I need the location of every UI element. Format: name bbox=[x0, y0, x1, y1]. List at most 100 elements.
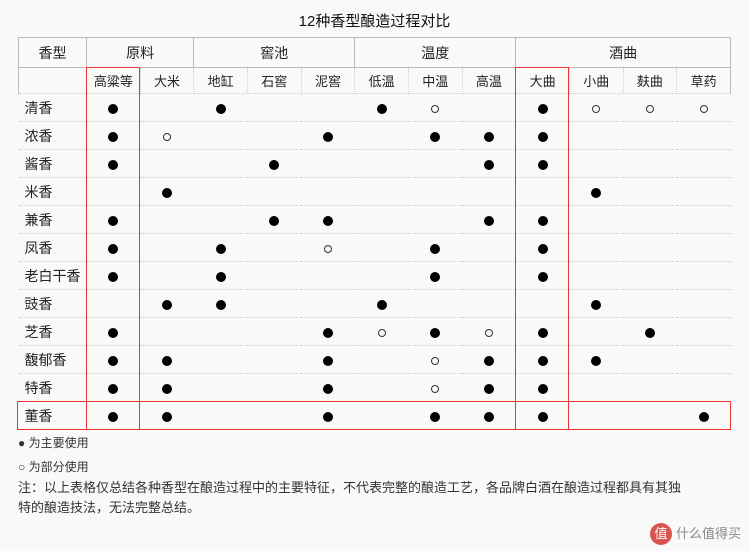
cell bbox=[247, 290, 301, 318]
dot-filled-icon bbox=[216, 104, 226, 114]
cell bbox=[516, 402, 570, 430]
sub-header bbox=[19, 68, 87, 94]
cell bbox=[569, 178, 623, 206]
cell bbox=[194, 150, 248, 178]
cell bbox=[301, 318, 355, 346]
cell bbox=[301, 346, 355, 374]
dot-filled-icon bbox=[538, 328, 548, 338]
cell bbox=[355, 374, 409, 402]
cell bbox=[247, 402, 301, 430]
cell bbox=[140, 262, 194, 290]
cell bbox=[247, 346, 301, 374]
row-label: 浓香 bbox=[19, 122, 87, 150]
sub-header: 高温 bbox=[462, 68, 516, 94]
cell bbox=[301, 178, 355, 206]
group-header-row: 香型原料窖池温度酒曲 bbox=[19, 38, 731, 68]
group-header: 酒曲 bbox=[516, 38, 731, 68]
dot-filled-icon bbox=[108, 104, 118, 114]
sub-header: 中温 bbox=[408, 68, 462, 94]
cell bbox=[462, 374, 516, 402]
cell bbox=[87, 262, 141, 290]
cell bbox=[301, 290, 355, 318]
dot-filled-icon bbox=[484, 216, 494, 226]
table-row: 兼香 bbox=[19, 206, 731, 234]
group-header: 原料 bbox=[87, 38, 194, 68]
dot-filled-icon bbox=[323, 356, 333, 366]
cell bbox=[301, 234, 355, 262]
cell bbox=[623, 206, 677, 234]
row-label: 老白干香 bbox=[19, 262, 87, 290]
dot-filled-icon bbox=[484, 160, 494, 170]
dot-filled-icon bbox=[645, 328, 655, 338]
cell bbox=[677, 346, 731, 374]
cell bbox=[408, 318, 462, 346]
cell bbox=[301, 262, 355, 290]
cell bbox=[140, 122, 194, 150]
dot-filled-icon bbox=[699, 412, 709, 422]
dot-filled-icon bbox=[108, 244, 118, 254]
cell bbox=[87, 206, 141, 234]
row-label: 芝香 bbox=[19, 318, 87, 346]
cell bbox=[623, 402, 677, 430]
cell bbox=[462, 122, 516, 150]
cell bbox=[408, 150, 462, 178]
cell bbox=[355, 122, 409, 150]
dot-filled-icon bbox=[216, 300, 226, 310]
cell bbox=[569, 234, 623, 262]
dot-filled-icon bbox=[323, 384, 333, 394]
cell bbox=[408, 290, 462, 318]
row-label: 董香 bbox=[19, 402, 87, 430]
table-row: 老白干香 bbox=[19, 262, 731, 290]
cell bbox=[516, 346, 570, 374]
dot-open-icon bbox=[592, 105, 600, 113]
cell bbox=[623, 262, 677, 290]
cell bbox=[194, 374, 248, 402]
dot-filled-icon bbox=[162, 356, 172, 366]
cell bbox=[355, 94, 409, 122]
cell bbox=[87, 402, 141, 430]
cell bbox=[247, 374, 301, 402]
cell bbox=[140, 402, 194, 430]
dot-open-icon bbox=[431, 357, 439, 365]
cell bbox=[194, 122, 248, 150]
cell bbox=[677, 178, 731, 206]
cell bbox=[516, 234, 570, 262]
cell bbox=[677, 290, 731, 318]
cell bbox=[140, 206, 194, 234]
watermark-text: 什么值得买 bbox=[676, 526, 741, 541]
cell bbox=[140, 150, 194, 178]
cell bbox=[408, 234, 462, 262]
dot-filled-icon bbox=[108, 412, 118, 422]
cell bbox=[623, 150, 677, 178]
row-label: 兼香 bbox=[19, 206, 87, 234]
dot-filled-icon bbox=[538, 356, 548, 366]
cell bbox=[569, 94, 623, 122]
cell bbox=[677, 150, 731, 178]
cell bbox=[87, 346, 141, 374]
dot-filled-icon bbox=[108, 160, 118, 170]
cell bbox=[408, 262, 462, 290]
dot-filled-icon bbox=[538, 216, 548, 226]
cell bbox=[194, 346, 248, 374]
cell bbox=[677, 234, 731, 262]
cell bbox=[516, 206, 570, 234]
dot-open-icon bbox=[324, 245, 332, 253]
cell bbox=[301, 94, 355, 122]
cell bbox=[408, 122, 462, 150]
sub-header: 大米 bbox=[140, 68, 194, 94]
cell bbox=[140, 94, 194, 122]
table-area: 香型原料窖池温度酒曲 高粱等大米地缸石窖泥窖低温中温高温大曲小曲麸曲草药 清香浓… bbox=[0, 37, 749, 517]
cell bbox=[623, 318, 677, 346]
sub-header: 麸曲 bbox=[623, 68, 677, 94]
cell bbox=[194, 262, 248, 290]
cell bbox=[194, 318, 248, 346]
cell bbox=[247, 206, 301, 234]
dot-filled-icon bbox=[430, 244, 440, 254]
sub-header: 石窖 bbox=[247, 68, 301, 94]
cell bbox=[87, 178, 141, 206]
dot-filled-icon bbox=[484, 384, 494, 394]
cell bbox=[462, 206, 516, 234]
cell bbox=[194, 290, 248, 318]
cell bbox=[677, 206, 731, 234]
cell bbox=[194, 402, 248, 430]
